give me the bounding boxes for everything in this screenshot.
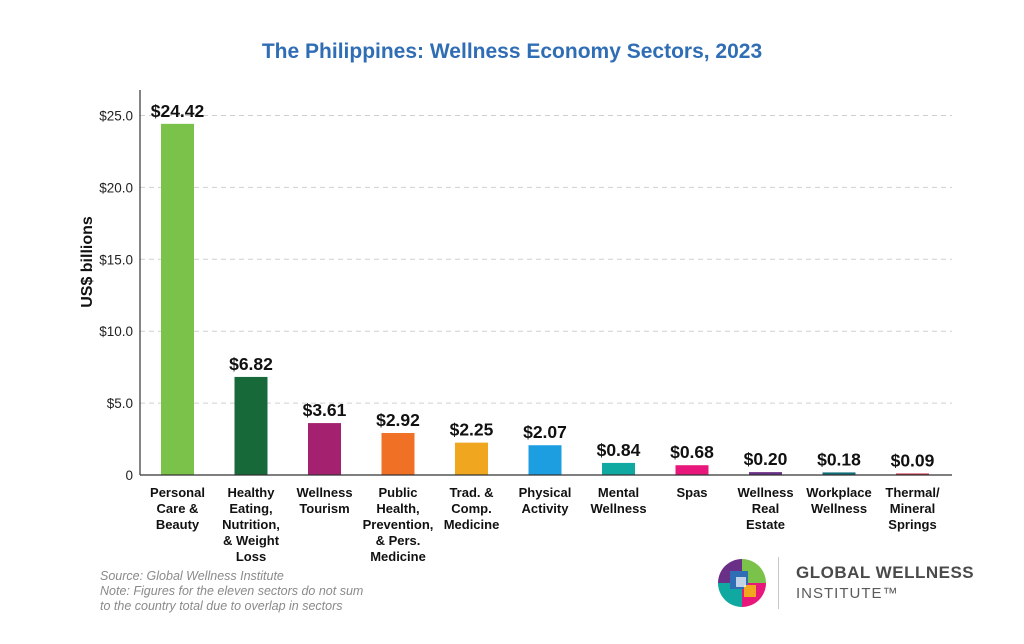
category-label: Physical (519, 485, 572, 500)
bar (234, 376, 268, 475)
gwi-logo-icon (718, 559, 766, 607)
value-label: $6.82 (229, 354, 273, 374)
source-text: Source: Global Wellness Institute (100, 569, 284, 583)
y-tick-label: 0 (125, 468, 133, 483)
value-label: $24.42 (151, 101, 205, 121)
value-label: $0.09 (891, 451, 935, 471)
category-label: Real (752, 501, 779, 516)
category-label: Medicine (444, 517, 500, 532)
logo-text-secondary: INSTITUTE™ (796, 585, 899, 602)
category-label: Workplace (806, 485, 872, 500)
logo-text-primary: GLOBAL WELLNESS (796, 563, 975, 582)
value-labels: $24.42 $6.82 $3.61 $2.92 $2.25 $2.07 $0.84 $0.6… (151, 101, 935, 471)
source-note: Source: Global Wellness Institute Note: … (100, 569, 440, 613)
bar (528, 445, 562, 475)
bar (822, 472, 856, 475)
value-label: $2.92 (376, 410, 420, 430)
chart-title: The Philippines: Wellness Economy Sector… (262, 40, 762, 63)
y-axis-label: US$ billions (79, 216, 96, 308)
gwi-logo: GLOBAL WELLNESS INSTITUTE™ (714, 555, 1014, 615)
value-label: $0.18 (817, 449, 861, 469)
category-label: Eating, (229, 501, 272, 516)
category-label: Activity (522, 501, 570, 516)
category-label: Springs (888, 517, 936, 532)
grid-lines (140, 115, 952, 404)
category-label: Health, (376, 501, 419, 516)
bar (749, 472, 782, 475)
category-label: Medicine (370, 549, 426, 564)
bars (161, 123, 929, 476)
value-label: $2.07 (523, 422, 567, 442)
category-label: Comp. (451, 501, 491, 516)
category-label: Wellness (296, 485, 352, 500)
value-label: $2.25 (450, 420, 494, 440)
category-label: Public (378, 485, 417, 500)
bar (455, 442, 488, 475)
category-label: Personal (150, 485, 205, 500)
y-tick-label: $20.0 (99, 180, 133, 195)
bar (675, 465, 709, 475)
category-label: Mineral (890, 501, 936, 516)
category-label: Wellness (811, 501, 867, 516)
category-label: Mental (598, 485, 639, 500)
category-label: Estate (746, 517, 785, 532)
category-label: Nutrition, (222, 517, 280, 532)
category-label: Wellness (737, 485, 793, 500)
logo-divider (778, 557, 779, 609)
category-label: Care & (157, 501, 199, 516)
bar (896, 473, 929, 475)
bar (381, 433, 415, 475)
category-label: Healthy (228, 485, 276, 500)
y-tick-label: $10.0 (99, 324, 133, 339)
category-label: & Pers. (376, 533, 421, 548)
value-label: $0.84 (597, 440, 641, 460)
y-tick-label: $15.0 (99, 252, 133, 267)
y-axis-ticks: 0 $5.0 $10.0 $15.0 $20.0 $25.0 (99, 109, 133, 484)
value-label: $0.20 (744, 449, 788, 469)
y-tick-label: $25.0 (99, 109, 133, 124)
note-text-line1: Note: Figures for the eleven sectors do … (100, 584, 364, 598)
bar (161, 123, 194, 476)
category-label: Loss (236, 549, 266, 564)
category-label: Tourism (299, 501, 349, 516)
category-label: Wellness (590, 501, 646, 516)
value-label: $3.61 (303, 400, 347, 420)
bar (602, 462, 635, 475)
category-label: Trad. & (449, 485, 493, 500)
note-text-line2: to the country total due to overlap in s… (100, 599, 343, 613)
category-label: & Weight (223, 533, 280, 548)
value-label: $0.68 (670, 442, 714, 462)
category-label: Thermal/ (885, 485, 940, 500)
bar (308, 423, 341, 475)
category-label: Prevention, (363, 517, 434, 532)
category-label: Beauty (156, 517, 200, 532)
category-label: Spas (676, 485, 707, 500)
y-tick-label: $5.0 (107, 396, 133, 411)
